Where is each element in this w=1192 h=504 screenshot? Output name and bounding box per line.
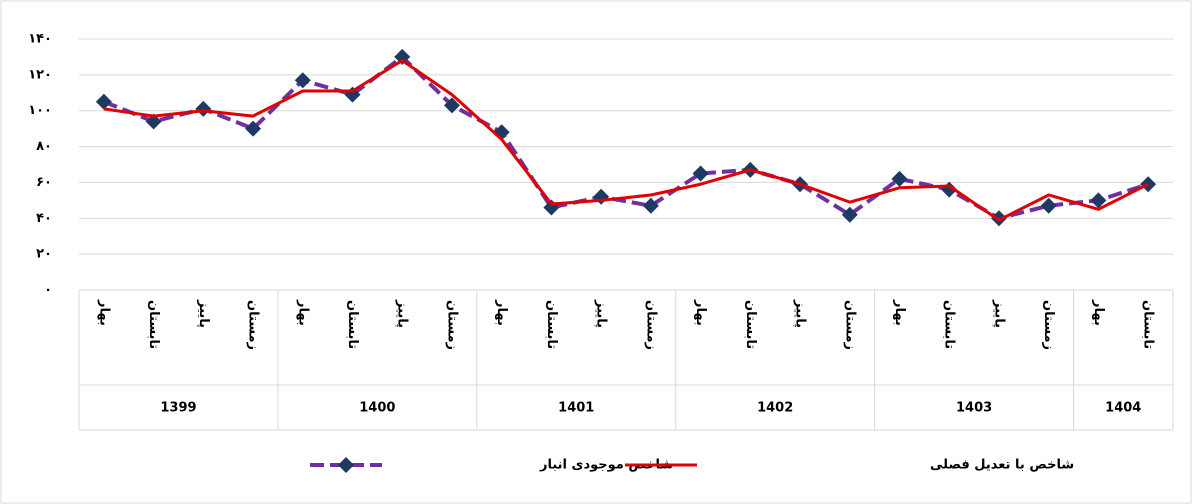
x-tick-label: زمستان <box>1041 300 1056 350</box>
group-label: 1401 <box>558 401 594 416</box>
group-label: 1402 <box>757 401 793 416</box>
data-point <box>642 197 659 214</box>
y-tick-label: ۱۲۰ <box>28 67 52 82</box>
x-tick-label: پاییز <box>991 299 1006 328</box>
data-point <box>294 72 311 89</box>
y-tick-label: ۶۰ <box>36 175 52 190</box>
series-line <box>103 59 1149 222</box>
x-tick-label: زمستان <box>444 300 459 350</box>
data-point <box>692 165 709 182</box>
data-point <box>245 120 262 137</box>
x-tick-label: تابستان <box>146 300 161 349</box>
y-tick-label: ۱۴۰ <box>28 32 52 47</box>
x-tick-label: بهار <box>892 299 907 326</box>
x-tick-label: پاییز <box>793 299 808 328</box>
data-point <box>891 170 908 187</box>
data-point <box>95 93 112 110</box>
x-tick-label: بهار <box>1091 299 1106 326</box>
x-tick-label: تابستان <box>345 300 360 349</box>
x-tick-label: تابستان <box>544 300 559 349</box>
group-label: 1403 <box>956 401 992 416</box>
legend-label: شاخص موجودی انبار <box>539 458 673 473</box>
y-tick-label: ۱۰۰ <box>28 103 52 118</box>
data-point <box>1040 197 1057 214</box>
x-tick-label: پاییز <box>594 299 609 328</box>
data-point <box>1090 192 1107 209</box>
x-tick-label: تابستان <box>942 300 957 349</box>
legend-label: شاخص با تعدیل فصلی <box>930 458 1074 473</box>
data-point <box>195 100 212 117</box>
data-point <box>443 97 460 114</box>
x-tick-label: زمستان <box>643 300 658 350</box>
group-label: 1404 <box>1105 401 1141 416</box>
x-tick-label: زمستان <box>246 300 261 350</box>
x-tick-label: پاییز <box>196 299 211 328</box>
legend-marker <box>338 457 354 473</box>
x-tick-label: بهار <box>96 299 111 326</box>
x-tick-label: تابستان <box>1141 300 1156 349</box>
y-tick-label: ۰ <box>44 283 52 298</box>
x-tick-label: تابستان <box>743 300 758 349</box>
x-tick-label: بهار <box>494 299 509 326</box>
y-tick-label: ۲۰ <box>36 247 52 262</box>
x-tick-label: بهار <box>295 299 310 326</box>
data-point <box>841 206 858 223</box>
y-tick-label: ۸۰ <box>36 139 52 154</box>
group-label: 1399 <box>160 401 196 416</box>
x-tick-label: زمستان <box>842 300 857 350</box>
x-tick-label: بهار <box>693 299 708 326</box>
group-label: 1400 <box>359 401 395 416</box>
y-tick-label: ۴۰ <box>36 211 52 226</box>
data-point <box>145 113 162 130</box>
x-tick-label: پاییز <box>395 299 410 328</box>
data-point <box>394 48 411 65</box>
